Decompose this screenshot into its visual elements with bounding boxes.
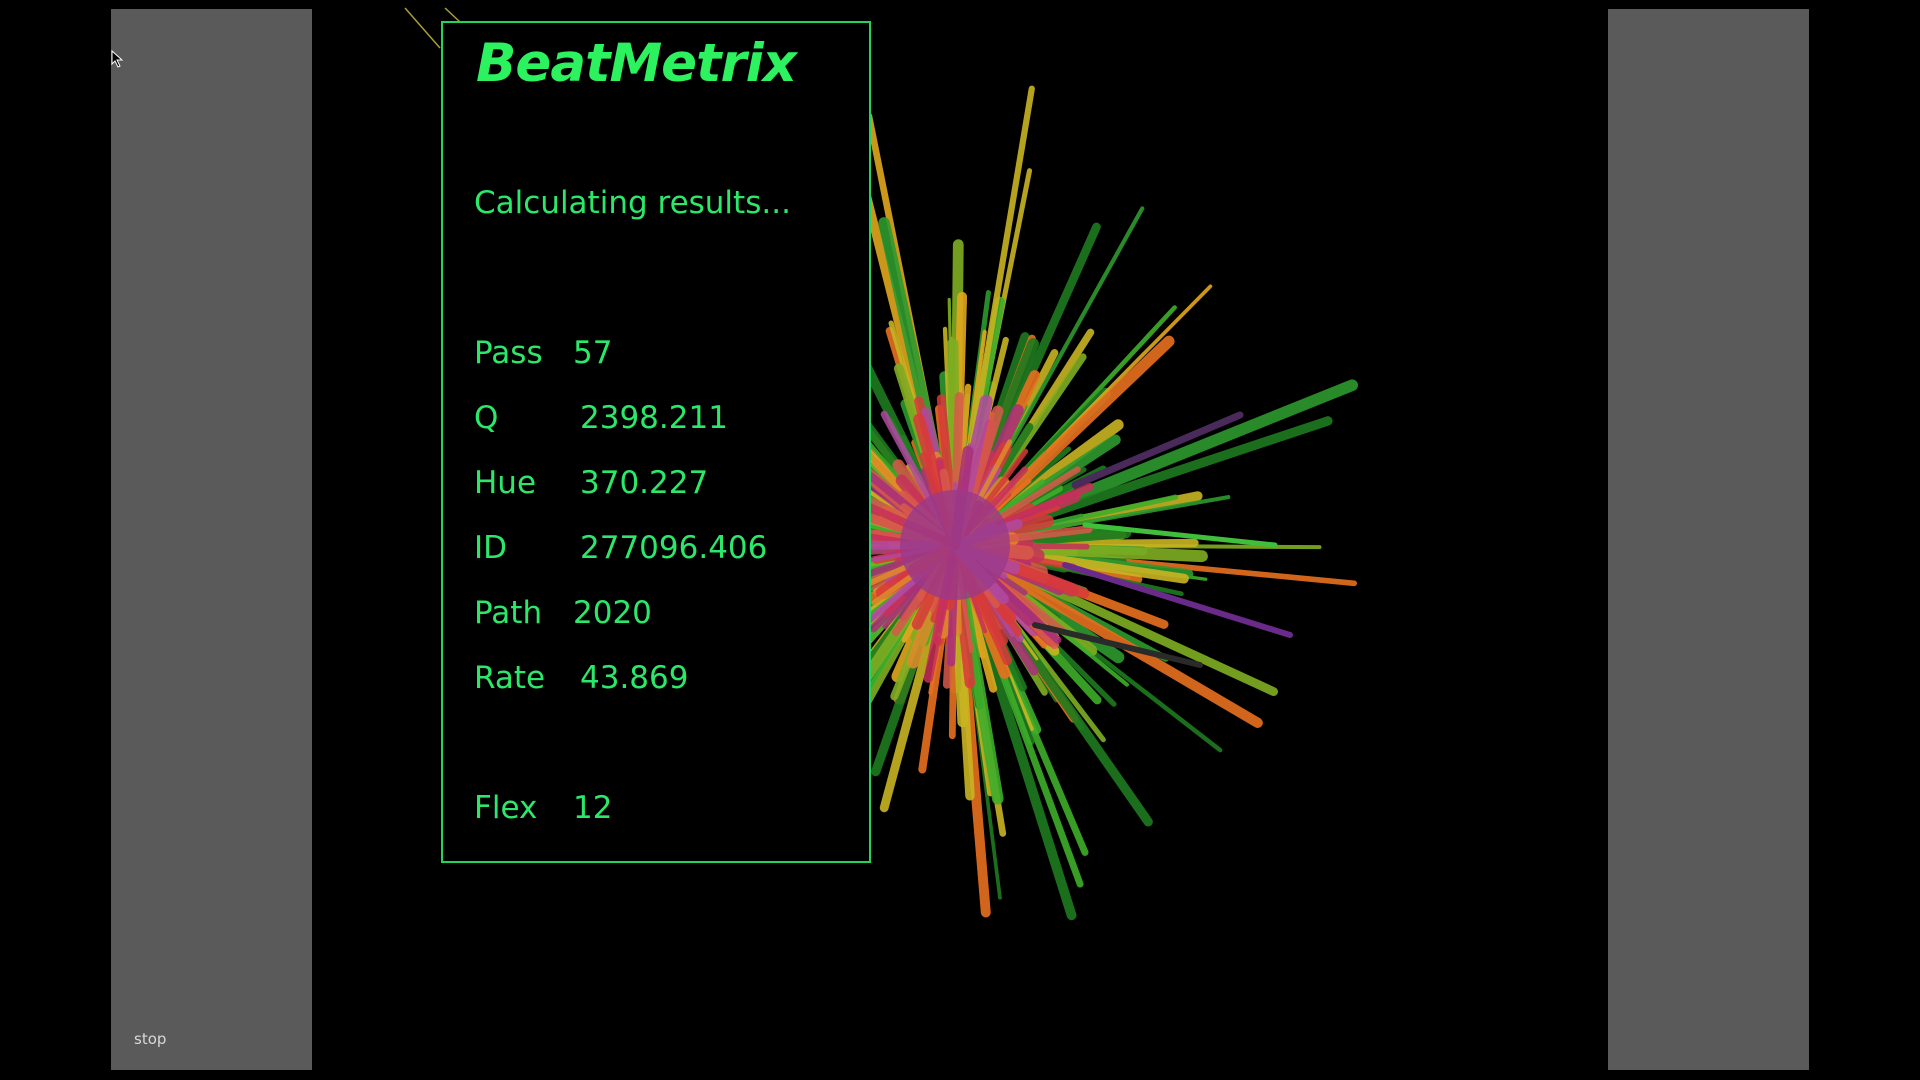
metric-value: 277096.406: [580, 530, 768, 566]
metric-value: 2398.211: [580, 400, 728, 436]
metric-value: 12: [573, 790, 613, 826]
results-panel: BeatMetrix Calculating results... Pass 5…: [441, 21, 871, 863]
status-text: Calculating results...: [474, 185, 791, 221]
metric-value: 57: [573, 335, 613, 371]
right-side-panel: [1608, 9, 1809, 1070]
stop-button[interactable]: stop: [134, 1030, 167, 1048]
metric-value: 370.227: [580, 465, 709, 501]
left-side-panel: stop: [111, 9, 312, 1070]
mouse-cursor-icon: [111, 50, 124, 68]
metric-value: 43.869: [580, 660, 689, 696]
decorative-stroke: [444, 7, 461, 23]
metric-label: Hue: [474, 465, 537, 501]
metric-label: Path: [474, 595, 543, 631]
metric-label: Q: [474, 400, 499, 436]
metric-value: 2020: [573, 595, 652, 631]
burst-rays: [585, 85, 1358, 921]
metric-label: Pass: [474, 335, 543, 371]
metric-label: Flex: [474, 790, 538, 826]
metric-label: ID: [474, 530, 508, 566]
app-title: BeatMetrix: [476, 33, 797, 94]
metric-label: Rate: [474, 660, 546, 696]
decorative-stroke: [404, 7, 441, 49]
